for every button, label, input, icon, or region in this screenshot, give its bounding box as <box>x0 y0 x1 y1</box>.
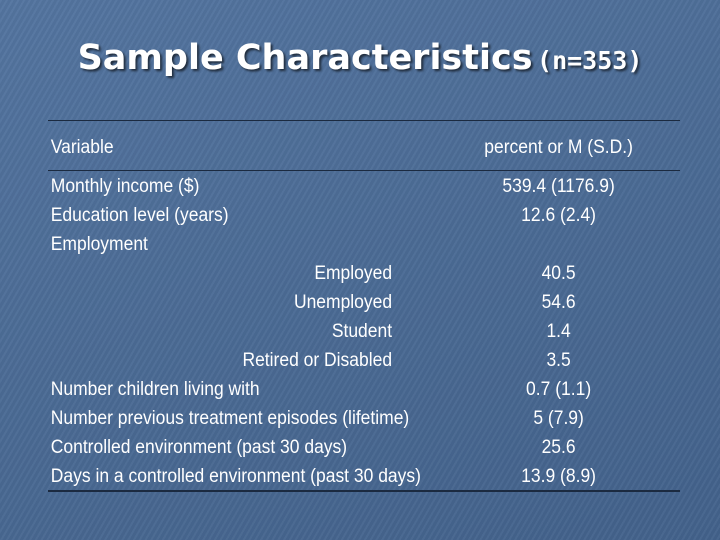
row-label: Days in a controlled environment (past 3… <box>50 466 421 487</box>
table-bottom-rule <box>48 490 680 492</box>
row-label: Number previous treatment episodes (life… <box>50 408 410 429</box>
slide-title: Sample Characteristics (n=353) <box>0 38 720 78</box>
row-value: 54.6 <box>541 292 576 313</box>
table-row: Employed 40.5 <box>48 259 629 288</box>
table-row: Student 1.4 <box>48 317 629 346</box>
row-label: Unemployed <box>293 292 393 313</box>
table-row: Days in a controlled environment (past 3… <box>48 462 629 491</box>
table-row: Unemployed 54.6 <box>48 288 629 317</box>
header-value: percent or M (S.D.) <box>484 137 633 158</box>
row-value: 539.4 (1176.9) <box>502 176 615 197</box>
row-label: Employed <box>314 263 393 284</box>
table-row: Education level (years) 12.6 (2.4) <box>48 201 629 230</box>
row-value: 40.5 <box>541 263 576 284</box>
row-value: 0.7 (1.1) <box>526 379 592 400</box>
row-value: 3.5 <box>546 350 571 371</box>
title-sample-size: (n=353) <box>537 46 643 75</box>
row-label: Education level (years) <box>50 205 229 226</box>
header-variable: Variable <box>50 137 114 158</box>
table-row: Employment <box>48 230 629 259</box>
row-label: Employment <box>50 234 148 255</box>
table-row: Monthly income ($) 539.4 (1176.9) <box>48 172 629 201</box>
row-label: Student <box>331 321 393 342</box>
row-value: 25.6 <box>541 437 576 458</box>
row-label: Retired or Disabled <box>242 350 393 371</box>
table-row: Retired or Disabled 3.5 <box>48 346 629 375</box>
title-main: Sample Characteristics <box>77 38 533 78</box>
table-top-rule <box>48 120 680 121</box>
row-value: 1.4 <box>546 321 571 342</box>
row-value: 12.6 (2.4) <box>521 205 597 226</box>
table-row: Number children living with 0.7 (1.1) <box>48 375 629 404</box>
row-value: 5 (7.9) <box>533 408 584 429</box>
table-header: Variable percent or M (S.D.) <box>48 133 633 162</box>
row-value: 13.9 (8.9) <box>521 466 597 487</box>
row-label: Monthly income ($) <box>50 176 200 197</box>
table-header-rule <box>48 170 680 171</box>
row-label: Number children living with <box>50 379 260 400</box>
table-row: Controlled environment (past 30 days) 25.… <box>48 433 629 462</box>
row-label: Controlled environment (past 30 days) <box>50 437 348 458</box>
table-row: Number previous treatment episodes (life… <box>48 404 629 433</box>
